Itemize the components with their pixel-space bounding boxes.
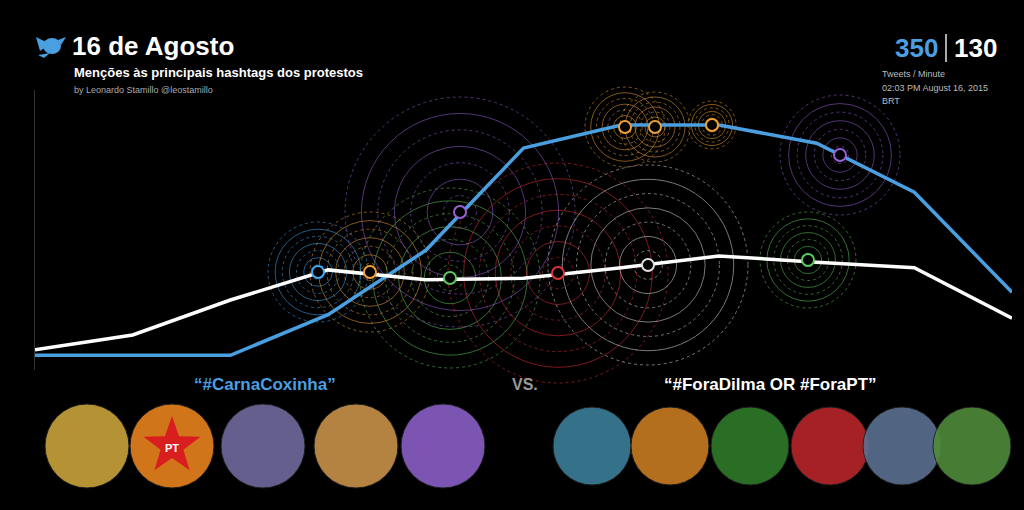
svg-text:Tweets / Minute: Tweets / Minute xyxy=(882,69,945,79)
svg-text:PT: PT xyxy=(165,442,179,454)
svg-text:130: 130 xyxy=(954,33,997,63)
svg-text:350: 350 xyxy=(895,33,938,63)
svg-text:“#CarnaCoxinha”: “#CarnaCoxinha” xyxy=(194,375,336,394)
svg-text:“#ForaDilma OR #ForaPT”: “#ForaDilma OR #ForaPT” xyxy=(664,375,877,394)
svg-text:Menções às principais hashtags: Menções às principais hashtags dos prote… xyxy=(74,65,363,80)
svg-text:16 de Agosto: 16 de Agosto xyxy=(72,31,234,61)
svg-text:02:03 PM August 16, 2015: 02:03 PM August 16, 2015 xyxy=(882,83,988,93)
svg-text:by Leonardo Stamillo @leostami: by Leonardo Stamillo @leostamillo xyxy=(74,85,213,95)
svg-text:VS.: VS. xyxy=(512,376,538,393)
svg-text:BRT: BRT xyxy=(882,96,900,106)
